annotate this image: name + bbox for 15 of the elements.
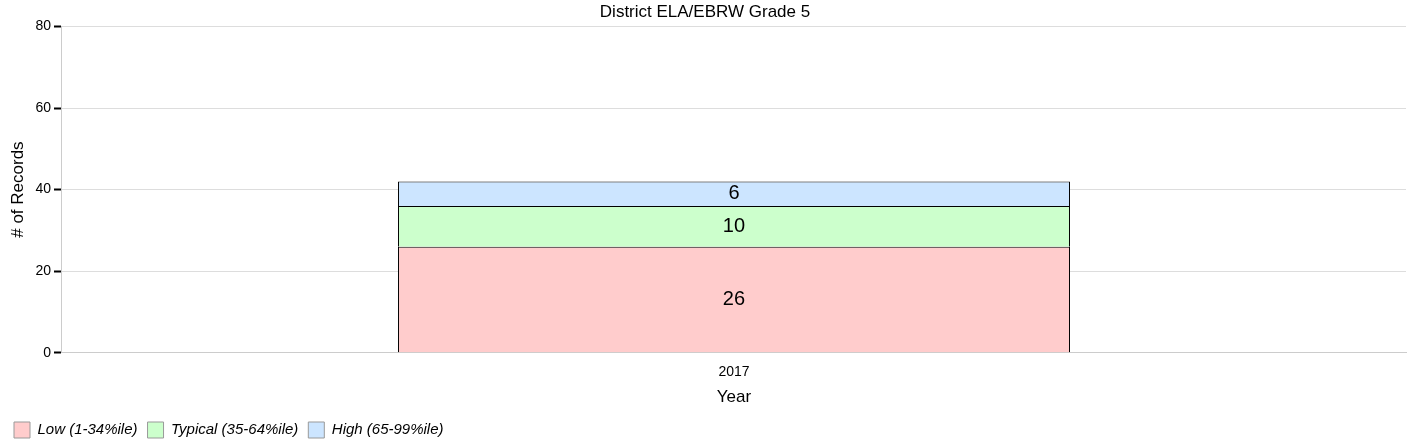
y-tick-label: 0 xyxy=(43,343,52,360)
y-tick-label: 40 xyxy=(35,180,52,197)
data-label: 10 xyxy=(722,213,746,236)
y-tick-label: 60 xyxy=(35,98,52,115)
legend-label: Low (1-34%ile) xyxy=(37,420,138,438)
y-axis-title: # of Records xyxy=(7,141,27,238)
chart-title: District ELA/EBRW Grade 5 xyxy=(599,1,811,21)
y-tick-label: 20 xyxy=(35,262,52,279)
data-label: 6 xyxy=(728,181,740,204)
x-axis-title: Year xyxy=(716,387,752,407)
y-tick-label: 80 xyxy=(35,17,52,34)
x-tick-label: 2017 xyxy=(718,363,750,380)
legend-label: High (65-99%ile) xyxy=(331,420,444,438)
legend-label: Typical (35-64%ile) xyxy=(171,420,299,438)
data-label: 26 xyxy=(722,287,746,310)
